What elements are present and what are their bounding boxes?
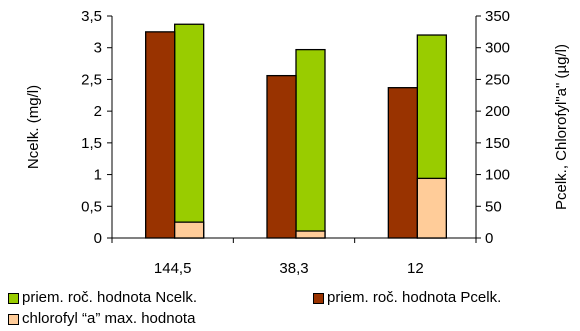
left-tick-label: 2: [94, 103, 102, 120]
bar-chlorofyl: [416, 177, 447, 239]
right-axis-title: Pcelk., Chlorofyl"a" (µg/l): [553, 44, 570, 210]
legend-swatch-ncelk: [8, 292, 19, 304]
left-tick-label: 3: [94, 40, 102, 57]
legend: priem. roč. hodnota Ncelk. priem. roč. h…: [8, 289, 580, 331]
right-tick-label: 300: [485, 40, 510, 57]
legend-item-ncelk: priem. roč. hodnota Ncelk.: [8, 290, 197, 306]
legend-swatch-chlorofyl: [8, 313, 19, 325]
chart: 0 0,5 1 1,5 2 2,5 3 3,5 0 50 100 150 200 250 300 350 144…: [25, 8, 570, 277]
bar-ncelk: [295, 48, 326, 239]
right-tick-label: 250: [485, 71, 510, 88]
x-tick-label: 38,3: [279, 260, 308, 277]
legend-label-pcelk: priem. roč. hodnota Pcelk.: [327, 289, 502, 306]
bar-chlorofyl: [295, 230, 326, 239]
legend-item-chlorofyl: chlorofyl “a” max. hodnota: [8, 311, 195, 327]
legend-label-chlorofyl: chlorofyl “a” max. hodnota: [22, 310, 196, 327]
left-tick-label: 1: [94, 167, 102, 184]
right-tick-label: 150: [485, 135, 510, 152]
left-tick-label: 0,5: [81, 198, 102, 215]
bar-pcelk: [266, 74, 297, 239]
bar-chlorofyl: [174, 221, 205, 239]
left-axis-title: Ncelk. (mg/l): [25, 85, 42, 169]
left-tick-label: 1,5: [81, 135, 102, 152]
legend-swatch-pcelk: [313, 292, 324, 304]
x-tick-label: 144,5: [154, 260, 192, 277]
chart-bars: [145, 23, 447, 239]
left-tick-label: 2,5: [81, 71, 102, 88]
bar-pcelk: [145, 31, 176, 239]
left-tick-label: 3,5: [81, 8, 102, 25]
right-tick-label: 50: [485, 198, 502, 215]
left-tick-label: 0: [94, 230, 102, 247]
right-tick-label: 200: [485, 103, 510, 120]
bar-ncelk: [174, 23, 205, 239]
right-tick-label: 0: [485, 230, 493, 247]
right-tick-label: 100: [485, 167, 510, 184]
right-tick-label: 350: [485, 8, 510, 25]
legend-label-ncelk: priem. roč. hodnota Ncelk.: [22, 289, 198, 306]
x-tick-label: 12: [407, 260, 424, 277]
bar-pcelk: [387, 87, 418, 239]
legend-item-pcelk: priem. roč. hodnota Pcelk.: [313, 290, 501, 306]
chart-labels: 0 0,5 1 1,5 2 2,5 3 3,5 0 50 100 150 200 250 300 350 144…: [25, 8, 570, 277]
